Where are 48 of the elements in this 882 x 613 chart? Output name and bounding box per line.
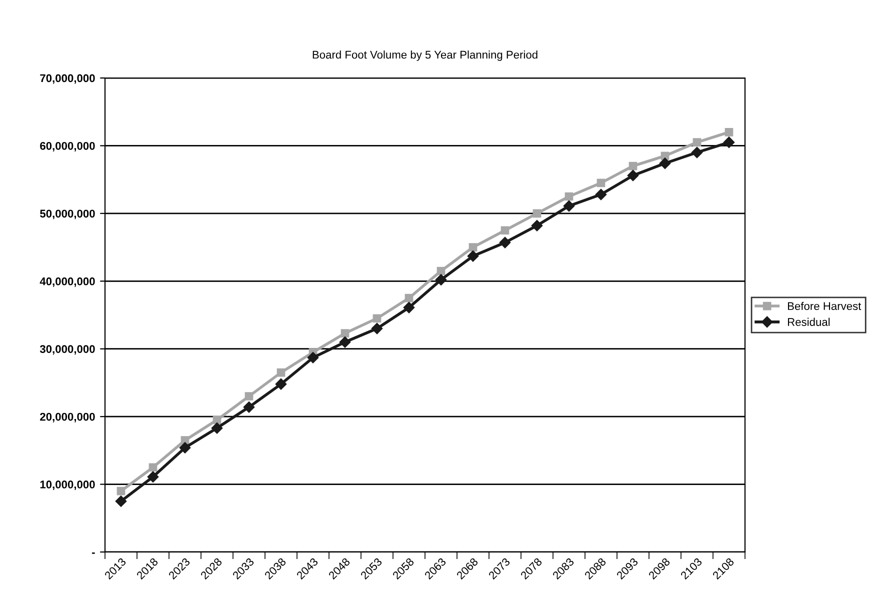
y-tick-label: - bbox=[92, 552, 95, 554]
point bbox=[500, 226, 510, 235]
point bbox=[179, 442, 191, 454]
legend-label: Residual bbox=[788, 318, 830, 326]
point bbox=[723, 136, 735, 148]
point bbox=[628, 162, 638, 170]
point bbox=[532, 209, 542, 218]
point bbox=[372, 314, 382, 323]
point bbox=[691, 146, 703, 158]
point bbox=[371, 322, 383, 334]
y-tick-label: 40,000,000 bbox=[40, 277, 95, 287]
point bbox=[116, 486, 126, 496]
point bbox=[212, 416, 222, 424]
point bbox=[692, 138, 702, 146]
y-tick-label: 10,000,000 bbox=[40, 480, 95, 490]
y-tick-label: 70,000,000 bbox=[40, 74, 95, 84]
y-tick-label: 20,000,000 bbox=[40, 412, 95, 422]
chart-title: Board Foot Volume by 5 Year Planning Period bbox=[312, 50, 538, 61]
point bbox=[340, 329, 350, 338]
point bbox=[147, 471, 159, 482]
point bbox=[211, 422, 223, 434]
point bbox=[627, 170, 639, 182]
point bbox=[467, 250, 479, 262]
point bbox=[275, 378, 287, 390]
point bbox=[468, 243, 478, 252]
point bbox=[595, 188, 607, 200]
point bbox=[243, 401, 255, 413]
y-tick-label: 30,000,000 bbox=[40, 345, 95, 355]
legend-label: Before Harvest bbox=[788, 302, 862, 310]
point bbox=[307, 352, 319, 364]
point bbox=[244, 392, 254, 400]
point bbox=[531, 220, 543, 232]
point bbox=[659, 158, 671, 169]
point bbox=[276, 368, 286, 377]
y-tick-label: 50,000,000 bbox=[40, 210, 95, 220]
y-tick-label: 60,000,000 bbox=[40, 142, 95, 152]
point bbox=[339, 336, 351, 348]
point bbox=[403, 302, 415, 314]
point bbox=[724, 128, 734, 136]
point bbox=[596, 178, 606, 188]
point bbox=[563, 200, 575, 212]
point bbox=[499, 236, 511, 248]
point bbox=[115, 496, 127, 507]
point bbox=[148, 463, 158, 472]
point bbox=[435, 274, 447, 286]
point bbox=[564, 192, 574, 201]
point bbox=[436, 266, 446, 276]
point bbox=[404, 294, 414, 302]
